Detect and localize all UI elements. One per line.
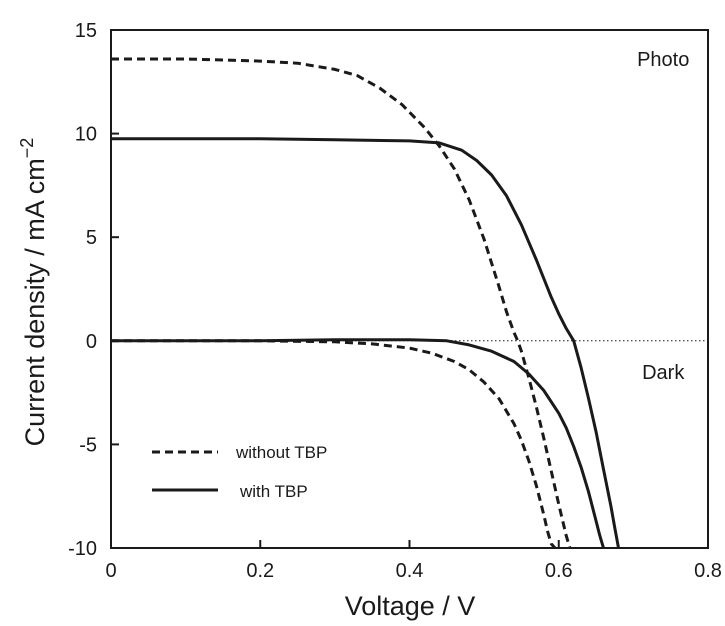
series-line-without-dark	[111, 339, 557, 550]
y-tick-label: 10	[75, 124, 97, 146]
series-line-without-photo	[111, 57, 572, 549]
y-tick-label: 5	[86, 227, 97, 249]
annotation-dark: Dark	[642, 362, 685, 384]
plot-frame	[110, 29, 709, 549]
y-tick-label: 15	[75, 20, 97, 42]
x-axis-ticks: 0 0.2 0.4 0.6 0.8	[105, 540, 722, 582]
x-tick-label: 0.4	[396, 560, 424, 582]
series-line-with-dark	[111, 338, 605, 549]
y-axis-label-main: Current density / mA cm	[20, 158, 50, 446]
legend-label-without-tbp: without TBP	[235, 443, 327, 462]
series-layer	[111, 57, 620, 550]
legend-label-with-tbp: with TBP	[239, 482, 308, 501]
y-axis-label: Current density / mA cm−2	[17, 138, 50, 447]
y-tick-label: -5	[79, 434, 97, 456]
x-tick-label: 0.2	[246, 560, 274, 582]
x-tick-label: 0.8	[694, 560, 722, 582]
x-axis-label: Voltage / V	[345, 591, 476, 621]
legend: without TBP with TBP	[152, 443, 327, 501]
x-tick-label: 0	[105, 560, 116, 582]
x-tick-label: 0.6	[545, 560, 573, 582]
y-tick-label: -10	[68, 538, 97, 560]
y-tick-label: 0	[86, 331, 97, 353]
series-line-with-photo	[111, 137, 620, 549]
y-axis-label-superscript: −2	[17, 138, 37, 159]
annotation-photo: Photo	[637, 49, 689, 71]
